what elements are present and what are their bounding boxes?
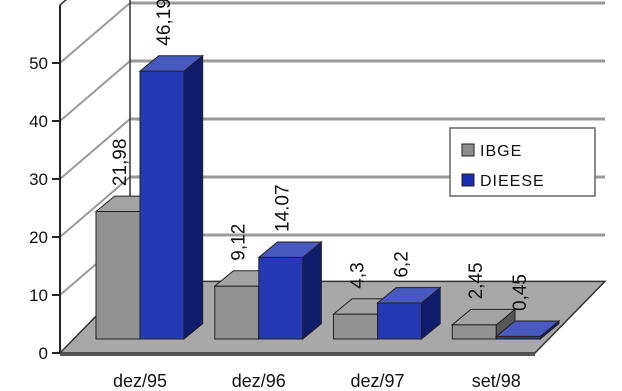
data-label: 46,19	[154, 0, 175, 46]
bar-top-dieese-dez-96	[257, 241, 323, 258]
data-label: 9,12	[229, 224, 250, 261]
x-tick-label: dez/96	[232, 371, 286, 391]
floor-edge	[60, 353, 535, 356]
legend-swatch-ibge	[461, 143, 475, 157]
bar-ibge-dez-97	[333, 313, 378, 340]
bar-top-dieese-set-98	[494, 320, 561, 337]
bar-top-dieese-dez-97	[376, 287, 442, 304]
bar-side-dieese-dez-95	[183, 54, 204, 341]
top-depth-edge	[59, 0, 67, 6]
y-tick-label: 0	[39, 344, 48, 363]
bar-top-dieese-dez-95	[138, 55, 205, 72]
back-wall	[130, 0, 605, 282]
bar-ibge-set-98	[451, 324, 497, 340]
gridline-side	[59, 60, 131, 122]
y-tick-label: 50	[29, 54, 48, 73]
data-label: 4,3	[348, 262, 369, 288]
data-label: 14.07	[273, 184, 294, 232]
data-label: 21,98	[110, 139, 131, 187]
bar-dieese-dez-96	[258, 256, 304, 340]
bar-dieese-dez-95	[139, 70, 185, 340]
bar-ibge-dez-95	[95, 211, 141, 340]
y-tick-label: 10	[29, 286, 48, 305]
gridline-side	[59, 118, 131, 180]
y-tick-label: 30	[29, 170, 48, 189]
x-tick-label: dez/97	[350, 371, 404, 391]
y-tick-label: 40	[29, 112, 48, 131]
legend-label-ibge: IBGE	[480, 143, 522, 160]
data-label: 6,2	[392, 251, 413, 277]
bar-top-ibge-set-98	[450, 308, 517, 326]
bar-side-dieese-dez-96	[302, 240, 322, 341]
bar-dieese-dez-97	[377, 302, 422, 340]
x-tick-label: dez/95	[113, 371, 167, 391]
x-tick-label: set/98	[472, 371, 521, 391]
legend-swatch-dieese	[461, 173, 475, 187]
data-label: 2,45	[466, 262, 487, 299]
y-tick-label: 20	[29, 228, 48, 247]
gridline-side	[59, 2, 131, 64]
data-label: 0,45	[510, 274, 531, 311]
gridline-side	[59, 176, 131, 238]
bar-ibge-dez-96	[214, 285, 260, 340]
legend-label-dieese: DIEESE	[480, 173, 545, 190]
